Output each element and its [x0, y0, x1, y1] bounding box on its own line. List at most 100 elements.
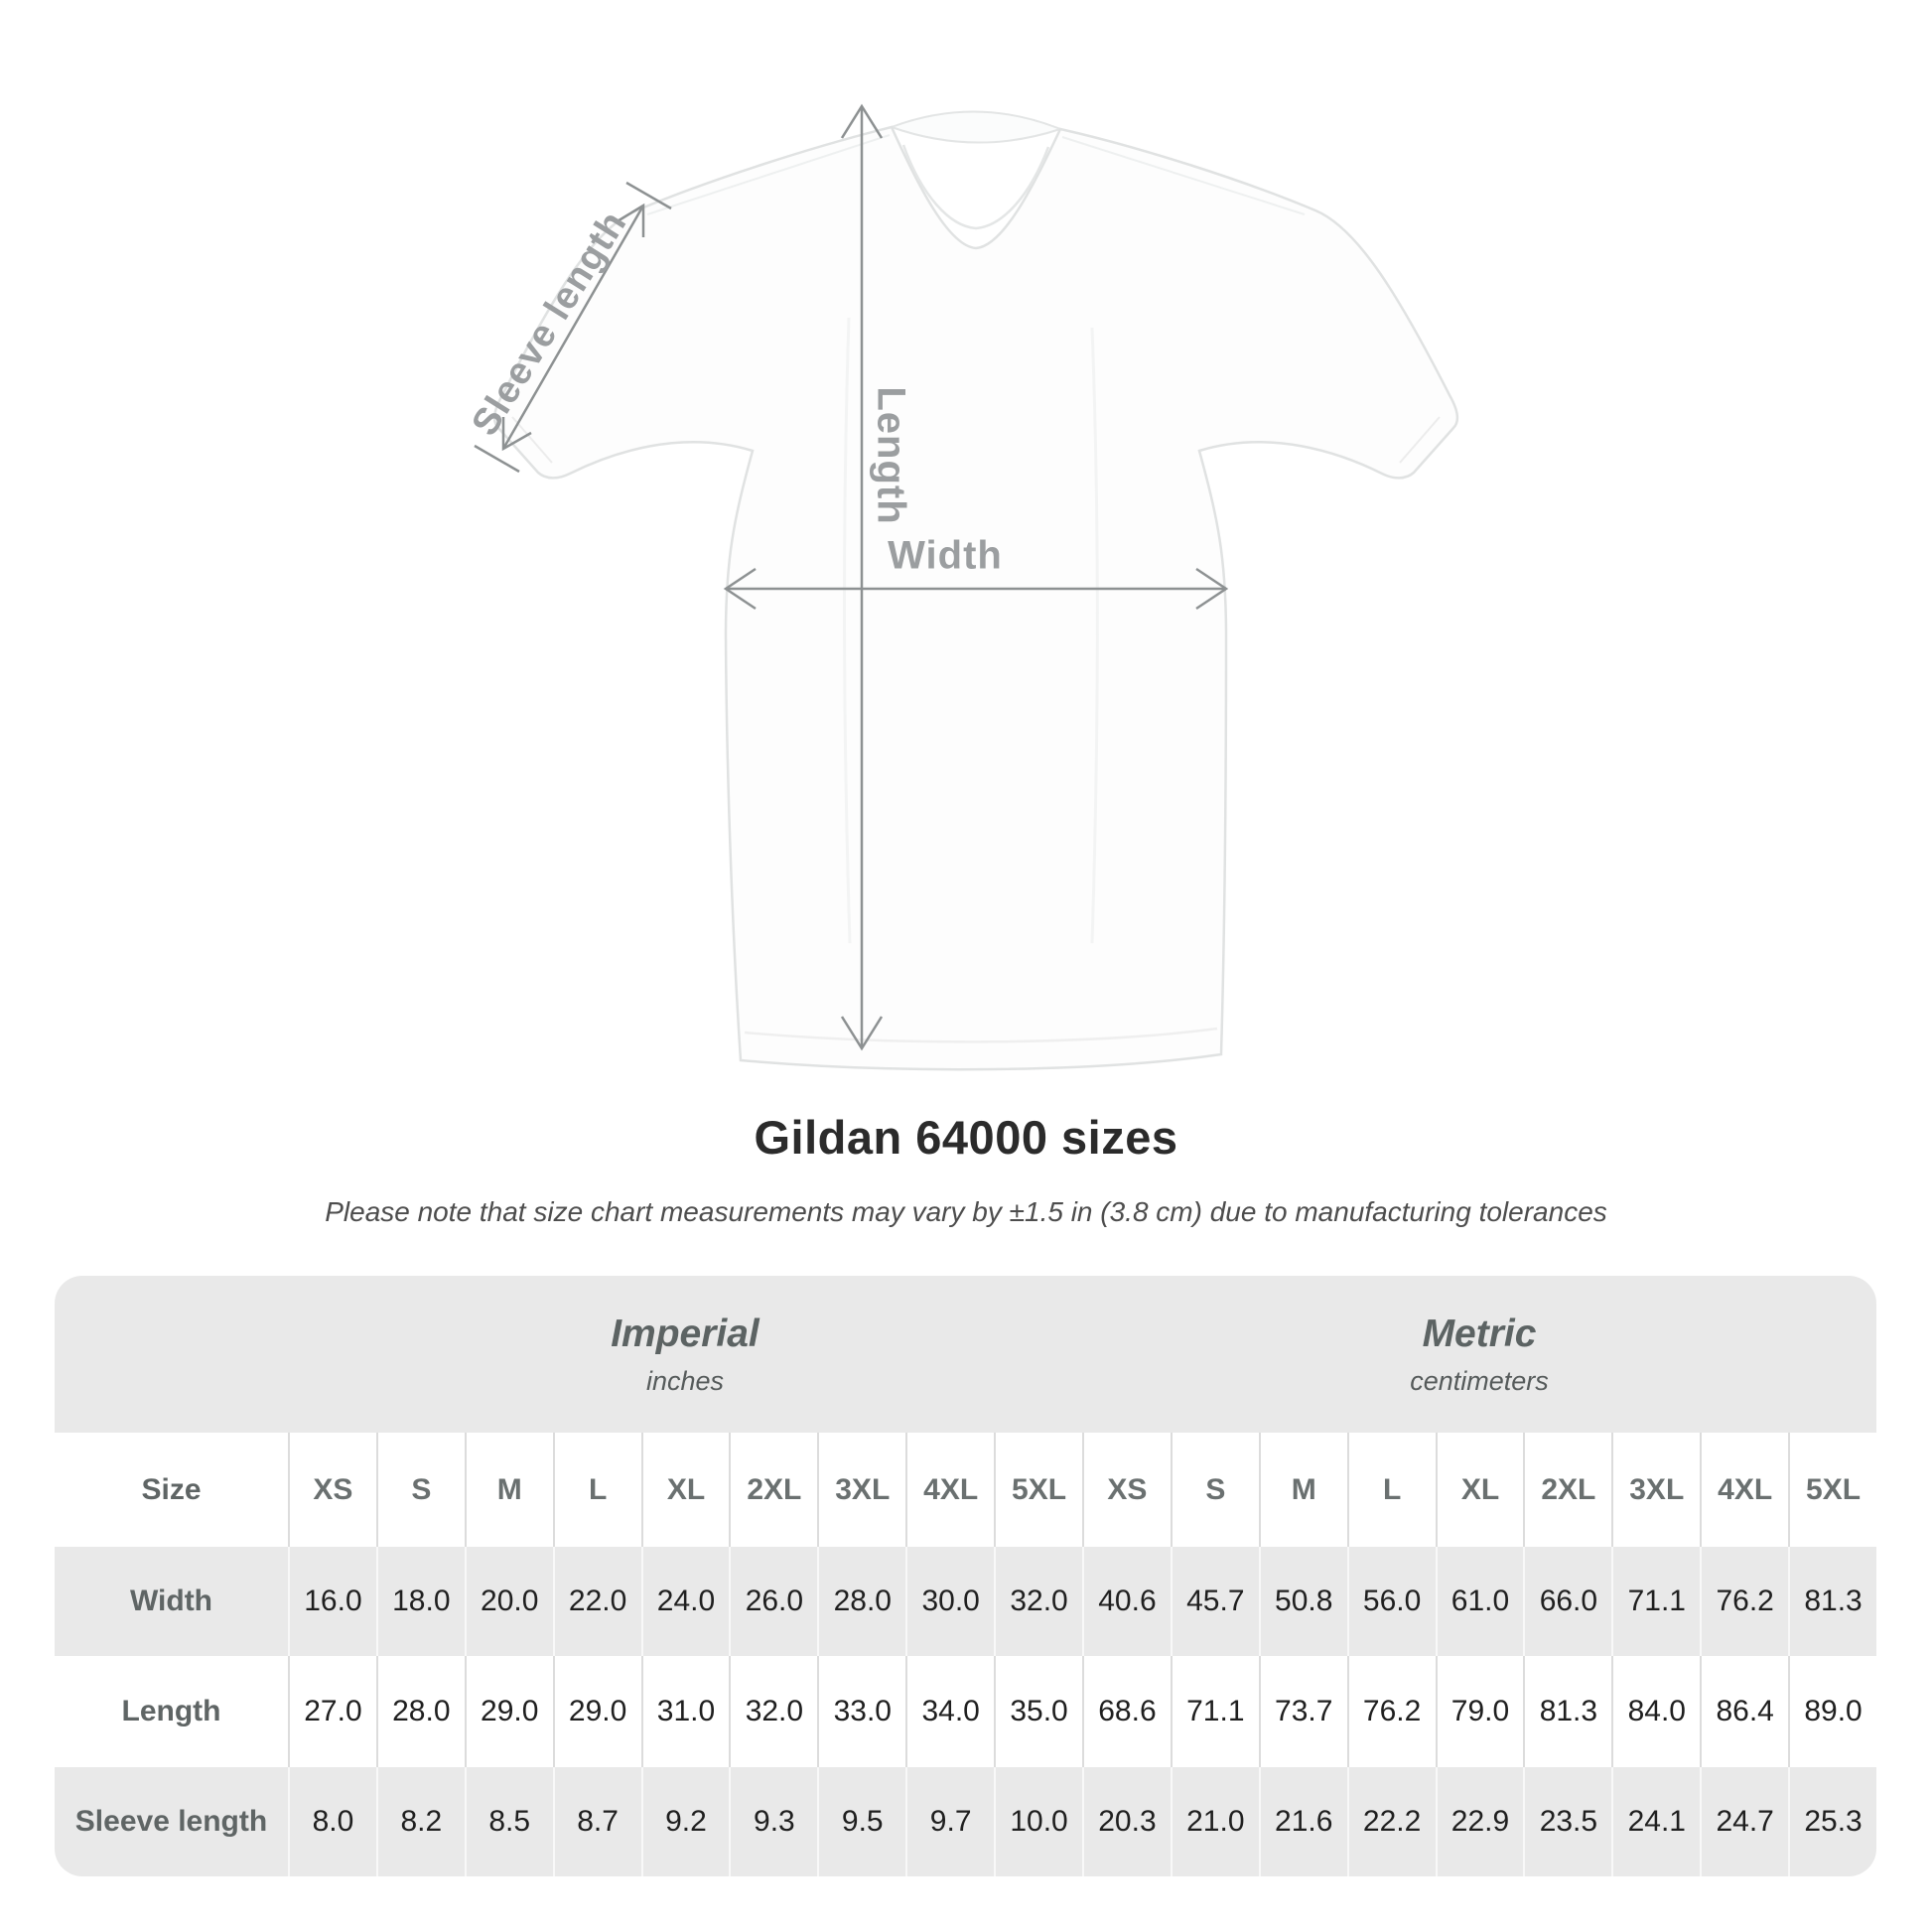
- size-chart-subtitle: Please note that size chart measurements…: [325, 1196, 1607, 1227]
- size-column-header: M: [464, 1433, 553, 1547]
- table-row: Width 16.0 18.0 20.0 22.0 24.0 26.0 28.0 30.0 32.…: [55, 1547, 1876, 1656]
- unit-group-metric: Metric centimeters: [1082, 1276, 1876, 1433]
- measurement-cell: 45.7: [1170, 1547, 1259, 1656]
- measurement-cell: 79.0: [1435, 1656, 1524, 1767]
- measurement-cell: 22.2: [1346, 1767, 1436, 1876]
- size-column-header: 3XL: [1611, 1433, 1700, 1547]
- measurement-cell: 25.3: [1788, 1767, 1876, 1876]
- tshirt-back-collar: [889, 110, 1063, 144]
- measurement-cell: 71.1: [1170, 1656, 1259, 1767]
- measure-row-label: Length: [121, 1695, 221, 1727]
- tshirt-svg: [474, 103, 1459, 1071]
- size-column-header: L: [1346, 1433, 1436, 1547]
- metric-subtitle: centimeters: [1410, 1365, 1549, 1396]
- tshirt-shoulder-seam-right: [1061, 136, 1306, 215]
- measurement-cell: 89.0: [1788, 1656, 1876, 1767]
- size-table: Imperial inches Metric centimeters Size X…: [55, 1276, 1876, 1876]
- measurement-cell: 68.6: [1081, 1656, 1171, 1767]
- measurement-cell: 10.0: [994, 1767, 1082, 1876]
- size-column-header: L: [552, 1433, 641, 1547]
- measurement-cell: 76.2: [1346, 1656, 1436, 1767]
- measurement-cell: 33.0: [817, 1656, 905, 1767]
- tshirt-fold-1: [843, 317, 852, 944]
- measurement-cell: 32.0: [994, 1547, 1082, 1656]
- tshirt-bottom-hem: [744, 1027, 1218, 1043]
- measurement-cell: 61.0: [1435, 1547, 1524, 1656]
- measurement-cell: 22.9: [1435, 1767, 1524, 1876]
- measurement-cell: 28.0: [817, 1547, 905, 1656]
- measurement-cell: 9.7: [905, 1767, 994, 1876]
- measurement-cell: 81.3: [1788, 1547, 1876, 1656]
- measurement-cell: 84.0: [1611, 1656, 1700, 1767]
- size-column-header: M: [1258, 1433, 1347, 1547]
- size-column-header: 3XL: [817, 1433, 905, 1547]
- size-column-header: 2XL: [729, 1433, 817, 1547]
- tshirt-silhouette: [492, 125, 1459, 1071]
- measurement-cell: 86.4: [1700, 1656, 1788, 1767]
- width-annotation: Width: [888, 533, 1003, 578]
- size-column-header: 5XL: [994, 1433, 1082, 1547]
- measurement-cell: 27.0: [288, 1656, 376, 1767]
- imperial-subtitle: inches: [645, 1365, 725, 1396]
- measurement-cell: 73.7: [1258, 1656, 1347, 1767]
- measurement-cell: 9.2: [640, 1767, 730, 1876]
- measurement-cell: 20.0: [464, 1547, 553, 1656]
- measurement-cell: 8.2: [375, 1767, 465, 1876]
- measurement-cell: 24.7: [1700, 1767, 1788, 1876]
- measurement-cell: 8.7: [552, 1767, 641, 1876]
- imperial-title: Imperial: [611, 1311, 759, 1355]
- measurement-cell: 66.0: [1523, 1547, 1611, 1656]
- measurement-cell: 18.0: [375, 1547, 465, 1656]
- measure-row-label: Sleeve length: [74, 1805, 268, 1838]
- measurement-cell: 71.1: [1611, 1547, 1700, 1656]
- measurement-cell: 20.3: [1081, 1767, 1171, 1876]
- measurement-cell: 24.0: [640, 1547, 730, 1656]
- measurement-cell: 81.3: [1523, 1656, 1611, 1767]
- measurement-cell: 9.3: [729, 1767, 817, 1876]
- size-column-header: 2XL: [1523, 1433, 1611, 1547]
- measurement-cell: 35.0: [994, 1656, 1082, 1767]
- tshirt-collar-band: [901, 144, 1050, 230]
- metric-title: Metric: [1422, 1311, 1537, 1355]
- width-dimension-line: [723, 567, 1229, 611]
- measurement-cell: 24.1: [1611, 1767, 1700, 1876]
- measurement-cell: 56.0: [1346, 1547, 1436, 1656]
- size-table-grid: Size XS S M L XL 2XL 3XL 4XL 5XL XS S M L XL 2XL 3XL 4XL 5…: [55, 1433, 1876, 1876]
- tshirt-sleeve-hem-left: [511, 416, 553, 464]
- measure-row-label: Width: [129, 1585, 213, 1617]
- length-annotation: Length: [869, 386, 913, 525]
- sleeve-dimension-line: [474, 181, 672, 474]
- measurement-cell: 40.6: [1081, 1547, 1171, 1656]
- size-column-header: 4XL: [905, 1433, 994, 1547]
- measurement-cell: 26.0: [729, 1547, 817, 1656]
- tshirt-sleeve-hem-right: [1399, 416, 1441, 464]
- tshirt-fold-2: [1090, 327, 1099, 944]
- size-column-header: XS: [288, 1433, 376, 1547]
- measurement-cell: 29.0: [464, 1656, 553, 1767]
- table-row: Size XS S M L XL 2XL 3XL 4XL 5XL XS S M L XL 2XL 3XL 4XL 5…: [55, 1433, 1876, 1547]
- size-chart-title: Gildan 64000 sizes: [754, 1111, 1178, 1164]
- tshirt-shoulder-seam-left: [646, 134, 891, 215]
- size-column-header: 4XL: [1700, 1433, 1788, 1547]
- measurement-cell: 50.8: [1258, 1547, 1347, 1656]
- measurement-cell: 34.0: [905, 1656, 994, 1767]
- measurement-cell: 8.0: [288, 1767, 376, 1876]
- tshirt-measurement-diagram: Sleeve length Length Width: [464, 103, 1459, 1071]
- size-column-header: XL: [640, 1433, 730, 1547]
- table-row: Length 27.0 28.0 29.0 29.0 31.0 32.0 33.0 34.0 35…: [55, 1656, 1876, 1767]
- measurement-cell: 23.5: [1523, 1767, 1611, 1876]
- unit-group-imperial: Imperial inches: [288, 1276, 1082, 1433]
- measurement-cell: 9.5: [817, 1767, 905, 1876]
- size-column-header: XL: [1435, 1433, 1524, 1547]
- size-column-header: S: [375, 1433, 465, 1547]
- size-column-header: XS: [1081, 1433, 1171, 1547]
- measurement-cell: 76.2: [1700, 1547, 1788, 1656]
- size-header-label: Size: [141, 1472, 202, 1506]
- measurement-cell: 16.0: [288, 1547, 376, 1656]
- table-row: Sleeve length 8.0 8.2 8.5 8.7 9.2 9.3 9.5 9.7 10.…: [55, 1767, 1876, 1876]
- measurement-cell: 22.0: [552, 1547, 641, 1656]
- measurement-cell: 29.0: [552, 1656, 641, 1767]
- measurement-cell: 32.0: [729, 1656, 817, 1767]
- size-column-header: 5XL: [1788, 1433, 1876, 1547]
